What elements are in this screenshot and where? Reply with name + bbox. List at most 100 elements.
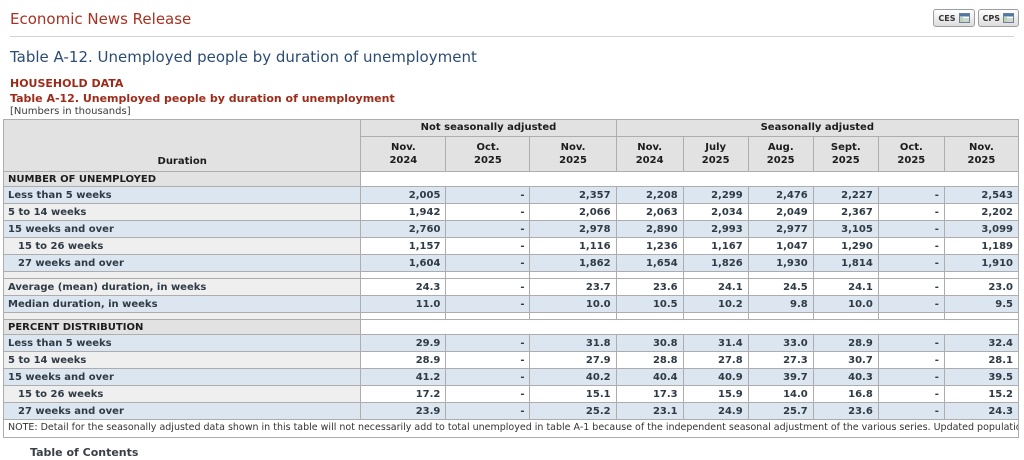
month-column-header: Aug. 2025 <box>747 136 814 172</box>
row-label: Less than 5 weeks <box>2 186 362 204</box>
table-row: Average (mean) duration, in weeks 24.3-23… <box>2 278 1020 296</box>
spacer-cell <box>943 312 1020 320</box>
value-cell: 17.3 <box>615 385 684 403</box>
value-cell: 2,357 <box>529 186 617 204</box>
month-column-header: Nov. 2025 <box>529 136 617 172</box>
top-banner: Economic News Release CES CPS <box>0 0 1024 37</box>
value-cell: 2,049 <box>747 203 814 221</box>
value-cell: 14.0 <box>747 385 814 403</box>
value-cell: 25.7 <box>747 402 814 420</box>
value-cell: 2,202 <box>943 203 1020 221</box>
value-cell: 2,367 <box>812 203 879 221</box>
value-cell: 40.3 <box>812 368 879 386</box>
value-cell: - <box>445 220 531 238</box>
value-cell: 10.0 <box>812 295 879 313</box>
spacer-cell <box>529 271 617 279</box>
value-cell: 29.9 <box>360 334 447 352</box>
value-cell: 23.1 <box>615 402 684 420</box>
table-row: PERCENT DISTRIBUTION <box>2 319 1019 335</box>
units-note: [Numbers in thousands] <box>10 106 131 117</box>
value-cell: 27.3 <box>747 351 814 369</box>
table-row: 15 weeks and over 41.2-40.2 40.4 40.9 39.7 40… <box>2 368 1020 386</box>
value-cell: 41.2 <box>360 368 447 386</box>
table-row: 5 to 14 weeks 28.9-27.9 28.8 27.8 27.3 30.7-2… <box>2 351 1020 369</box>
not-seasonally-adjusted-group-header: Not seasonally adjusted <box>360 119 617 137</box>
month-label: Oct. <box>899 142 923 153</box>
ces-button-label: CES <box>938 13 956 23</box>
value-cell: 40.4 <box>615 368 684 386</box>
month-column-header: Oct. 2025 <box>445 136 531 172</box>
spacer-cell <box>615 271 684 279</box>
spacer-cell <box>747 312 814 320</box>
value-cell: 23.6 <box>615 278 684 296</box>
value-cell: 2,978 <box>529 220 617 238</box>
table-row: 27 weeks and over 1,604-1,862 1,654 1,826 1,… <box>2 254 1020 272</box>
value-cell: 24.1 <box>682 278 749 296</box>
row-label: 15 to 26 weeks <box>2 385 362 403</box>
cps-button[interactable]: CPS <box>977 9 1019 27</box>
value-cell: - <box>445 254 531 272</box>
value-cell: 30.7 <box>812 351 879 369</box>
year-label: 2025 <box>831 155 860 166</box>
value-cell: 2,993 <box>682 220 749 238</box>
value-cell: 2,543 <box>943 186 1020 204</box>
spacer-cell <box>360 312 447 320</box>
spacer-cell <box>812 312 879 320</box>
page-title: Table A-12. Unemployed people by duratio… <box>10 48 477 66</box>
value-cell: 2,476 <box>747 186 814 204</box>
table-row <box>2 312 1020 320</box>
value-cell: 2,034 <box>682 203 749 221</box>
cps-button-label: CPS <box>982 13 1001 23</box>
value-cell: 2,890 <box>615 220 684 238</box>
row-label: Median duration, in weeks <box>2 295 362 313</box>
value-cell: - <box>877 278 945 296</box>
ces-button[interactable]: CES <box>933 9 975 27</box>
value-cell: 23.7 <box>529 278 617 296</box>
value-cell: - <box>445 385 531 403</box>
row-label: 5 to 14 weeks <box>2 203 362 221</box>
value-cell: 15.2 <box>943 385 1020 403</box>
value-cell: 1,157 <box>360 237 447 255</box>
row-label: Average (mean) duration, in weeks <box>2 278 362 296</box>
spacer-cell <box>445 312 531 320</box>
value-cell: 10.2 <box>682 295 749 313</box>
value-cell: 2,063 <box>615 203 684 221</box>
value-cell: - <box>877 220 945 238</box>
value-cell: 24.5 <box>747 278 814 296</box>
spacer-cell <box>812 271 879 279</box>
value-cell: - <box>877 237 945 255</box>
row-label: 27 weeks and over <box>2 402 362 420</box>
year-label: 2025 <box>967 155 996 166</box>
value-cell: 24.9 <box>682 402 749 420</box>
year-label: 2024 <box>635 155 664 166</box>
month-label: Nov. <box>390 142 416 153</box>
table-note-row: NOTE: Detail for the seasonally adjusted… <box>3 419 1019 438</box>
month-label: Nov. <box>969 142 994 153</box>
value-cell: - <box>445 368 531 386</box>
value-cell: 1,189 <box>943 237 1020 255</box>
section-fill <box>360 319 1019 335</box>
value-cell: 1,654 <box>615 254 684 272</box>
value-cell: - <box>877 402 945 420</box>
month-label: Nov. <box>560 142 586 153</box>
value-cell: 10.5 <box>615 295 684 313</box>
value-cell: 33.0 <box>747 334 814 352</box>
value-cell: 24.3 <box>943 402 1020 420</box>
value-cell: 23.0 <box>943 278 1020 296</box>
year-label: 2025 <box>766 155 795 166</box>
spacer-cell <box>682 271 749 279</box>
section-header: NUMBER OF UNEMPLOYED <box>2 171 362 187</box>
value-cell: - <box>877 254 945 272</box>
site-title: Economic News Release <box>10 10 192 28</box>
value-cell: 24.1 <box>812 278 879 296</box>
value-cell: - <box>445 237 531 255</box>
year-label: 2025 <box>559 155 587 166</box>
value-cell: - <box>877 334 945 352</box>
value-cell: - <box>445 278 531 296</box>
table-of-contents-link[interactable]: Table of Contents <box>30 445 139 459</box>
value-cell: 28.9 <box>360 351 447 369</box>
value-cell: 31.8 <box>529 334 617 352</box>
value-cell: 15.9 <box>682 385 749 403</box>
value-cell: 2,066 <box>529 203 617 221</box>
value-cell: 3,105 <box>812 220 879 238</box>
